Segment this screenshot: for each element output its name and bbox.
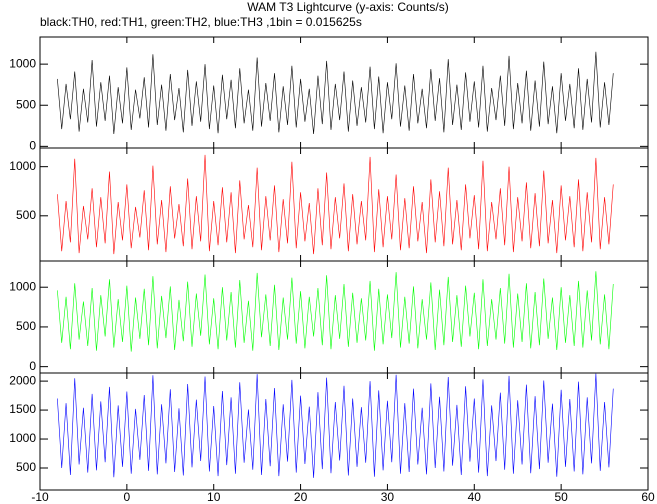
chart-subtitle: black:TH0, red:TH1, green:TH2, blue:TH3 … xyxy=(40,15,362,29)
x-tick-label: 40 xyxy=(468,490,482,504)
x-tick-label: 0 xyxy=(124,490,131,504)
y-tick-label: 500 xyxy=(16,208,36,222)
light-curve xyxy=(57,51,614,135)
x-tick-label: -10 xyxy=(31,490,49,504)
light-curve xyxy=(57,271,614,352)
y-tick-label: 1000 xyxy=(9,159,36,173)
y-tick-label: 500 xyxy=(16,97,36,111)
x-tick-label: 60 xyxy=(641,490,655,504)
y-tick-label: 1500 xyxy=(9,402,36,416)
y-tick-label: 0 xyxy=(29,359,36,373)
light-curve xyxy=(57,154,614,255)
y-tick-label: 1000 xyxy=(9,56,36,70)
y-tick-label: 500 xyxy=(16,319,36,333)
x-tick-label: 30 xyxy=(381,490,395,504)
x-tick-label: 20 xyxy=(294,490,308,504)
x-tick-label: 10 xyxy=(207,490,221,504)
y-tick-label: 1000 xyxy=(9,431,36,445)
y-tick-label: 0 xyxy=(29,139,36,153)
x-tick-label: 50 xyxy=(554,490,568,504)
chart-title: WAM T3 Lightcurve (y-axis: Counts/s) xyxy=(247,0,448,14)
panel-frame xyxy=(39,372,649,491)
y-tick-label: 2000 xyxy=(9,373,36,387)
y-tick-label: 500 xyxy=(16,460,36,474)
y-tick-label: 1000 xyxy=(9,279,36,293)
panel-frame xyxy=(39,260,649,374)
light-curve xyxy=(57,373,614,478)
